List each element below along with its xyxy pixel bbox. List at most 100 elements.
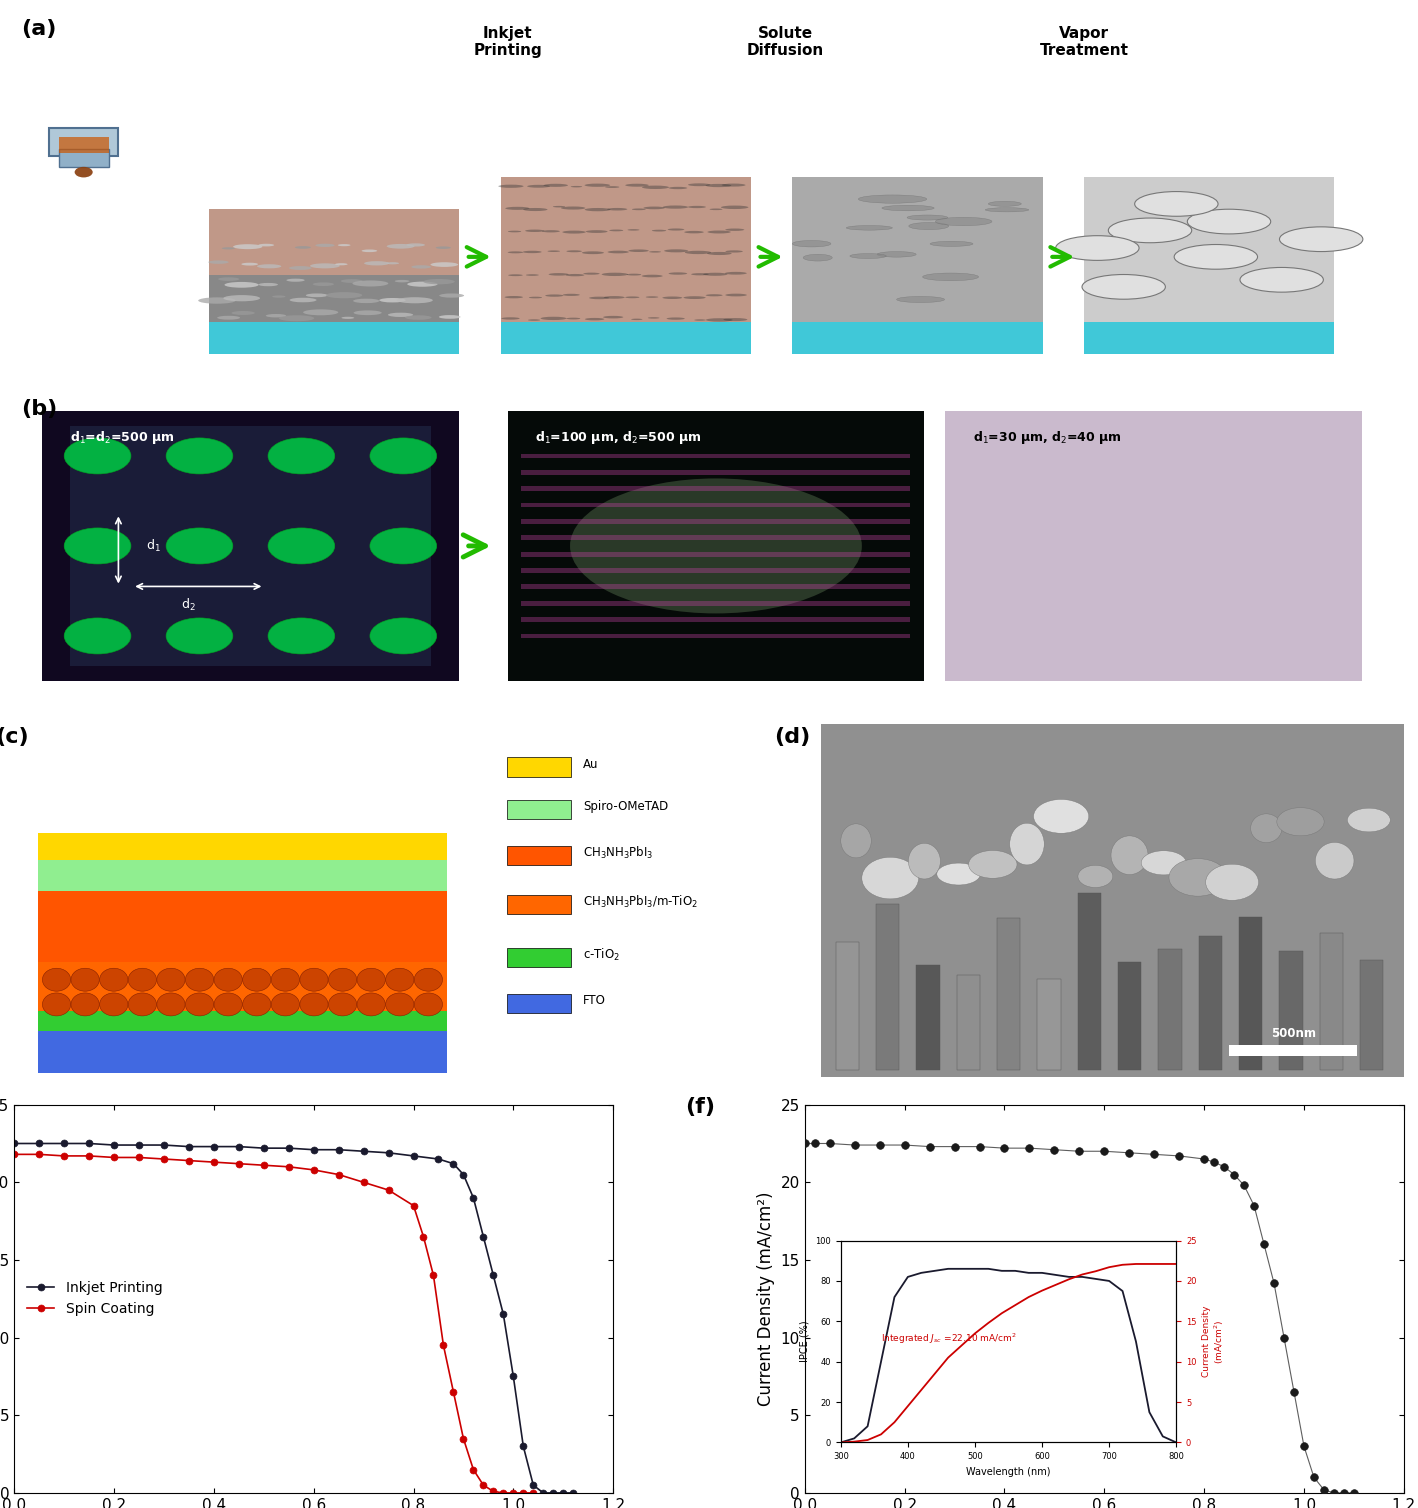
Ellipse shape xyxy=(570,478,862,614)
Ellipse shape xyxy=(353,280,389,287)
Ellipse shape xyxy=(703,273,727,276)
Ellipse shape xyxy=(601,273,628,276)
Ellipse shape xyxy=(668,273,688,274)
Bar xyxy=(522,486,910,492)
Bar xyxy=(38,962,447,1012)
Ellipse shape xyxy=(379,299,406,303)
Inkjet Printing xyxy=(525,1476,542,1494)
Ellipse shape xyxy=(214,968,242,991)
Ellipse shape xyxy=(685,231,703,234)
Spin Coating xyxy=(81,1148,98,1166)
Inkjet Printing xyxy=(445,1155,462,1173)
Ellipse shape xyxy=(99,992,128,1016)
Ellipse shape xyxy=(186,968,214,991)
Text: Vapor
Treatment: Vapor Treatment xyxy=(1039,26,1129,59)
Ellipse shape xyxy=(218,277,240,280)
Ellipse shape xyxy=(529,297,542,299)
Ellipse shape xyxy=(664,249,688,252)
Ellipse shape xyxy=(279,315,315,321)
Ellipse shape xyxy=(652,229,666,232)
Ellipse shape xyxy=(75,167,92,178)
Bar xyxy=(522,519,910,523)
Ellipse shape xyxy=(353,311,381,315)
Ellipse shape xyxy=(688,184,710,185)
Ellipse shape xyxy=(508,252,523,253)
Ellipse shape xyxy=(523,208,547,211)
Ellipse shape xyxy=(642,185,669,188)
Ellipse shape xyxy=(407,282,438,287)
Ellipse shape xyxy=(272,296,285,297)
Spin Coating xyxy=(406,1196,423,1214)
Bar xyxy=(508,410,925,682)
Line: Inkjet Printing: Inkjet Printing xyxy=(11,1140,577,1496)
Inkjet Printing xyxy=(380,1143,397,1161)
Bar xyxy=(501,178,750,323)
Ellipse shape xyxy=(723,318,747,321)
Bar xyxy=(1320,933,1343,1069)
Ellipse shape xyxy=(725,294,747,297)
Inkjet Printing xyxy=(515,1437,532,1455)
Ellipse shape xyxy=(683,296,706,299)
Ellipse shape xyxy=(645,296,658,299)
Ellipse shape xyxy=(909,223,949,229)
Bar xyxy=(508,799,571,819)
Inkjet Printing xyxy=(354,1142,372,1160)
Spin Coating xyxy=(305,1161,322,1179)
Bar xyxy=(508,949,571,967)
Ellipse shape xyxy=(584,208,611,211)
Inkjet Printing xyxy=(55,1134,72,1152)
Ellipse shape xyxy=(803,255,832,261)
Ellipse shape xyxy=(583,273,600,274)
Text: Solute
Diffusion: Solute Diffusion xyxy=(747,26,824,59)
Ellipse shape xyxy=(1109,219,1191,243)
Ellipse shape xyxy=(862,857,919,899)
Ellipse shape xyxy=(586,231,607,232)
Spin Coating xyxy=(435,1336,452,1354)
Ellipse shape xyxy=(386,262,398,264)
Spin Coating xyxy=(255,1157,272,1175)
Ellipse shape xyxy=(610,229,624,231)
Ellipse shape xyxy=(588,297,610,299)
Ellipse shape xyxy=(584,318,604,320)
Ellipse shape xyxy=(64,618,130,654)
Ellipse shape xyxy=(406,315,431,320)
Spin Coating xyxy=(515,1484,532,1502)
Ellipse shape xyxy=(986,208,1029,213)
Ellipse shape xyxy=(666,318,685,320)
Ellipse shape xyxy=(706,184,732,187)
Ellipse shape xyxy=(43,992,71,1016)
Ellipse shape xyxy=(386,992,414,1016)
Ellipse shape xyxy=(337,244,350,246)
Ellipse shape xyxy=(370,528,437,564)
Y-axis label: Current Density (mA/cm²): Current Density (mA/cm²) xyxy=(757,1191,776,1405)
Ellipse shape xyxy=(386,968,414,991)
Inkjet Printing xyxy=(130,1136,147,1154)
Ellipse shape xyxy=(258,284,278,287)
Ellipse shape xyxy=(265,314,286,318)
Bar xyxy=(1117,962,1141,1069)
Bar xyxy=(38,860,447,891)
Ellipse shape xyxy=(909,843,940,879)
Ellipse shape xyxy=(706,318,733,321)
Ellipse shape xyxy=(527,185,550,187)
Bar xyxy=(835,942,859,1069)
Ellipse shape xyxy=(306,294,328,297)
Ellipse shape xyxy=(625,297,640,299)
Ellipse shape xyxy=(71,992,99,1016)
Spin Coating xyxy=(354,1173,372,1191)
Text: (a): (a) xyxy=(21,18,57,39)
Ellipse shape xyxy=(628,249,649,252)
Ellipse shape xyxy=(923,273,978,280)
Text: c-TiO$_2$: c-TiO$_2$ xyxy=(583,947,620,964)
Ellipse shape xyxy=(1347,808,1390,832)
Ellipse shape xyxy=(566,250,581,252)
Ellipse shape xyxy=(604,296,625,299)
Ellipse shape xyxy=(157,968,186,991)
Ellipse shape xyxy=(523,250,542,253)
Ellipse shape xyxy=(242,968,271,991)
Ellipse shape xyxy=(241,262,258,265)
Bar xyxy=(1078,893,1100,1069)
Bar xyxy=(508,757,571,777)
Ellipse shape xyxy=(709,208,723,210)
Ellipse shape xyxy=(224,282,258,288)
